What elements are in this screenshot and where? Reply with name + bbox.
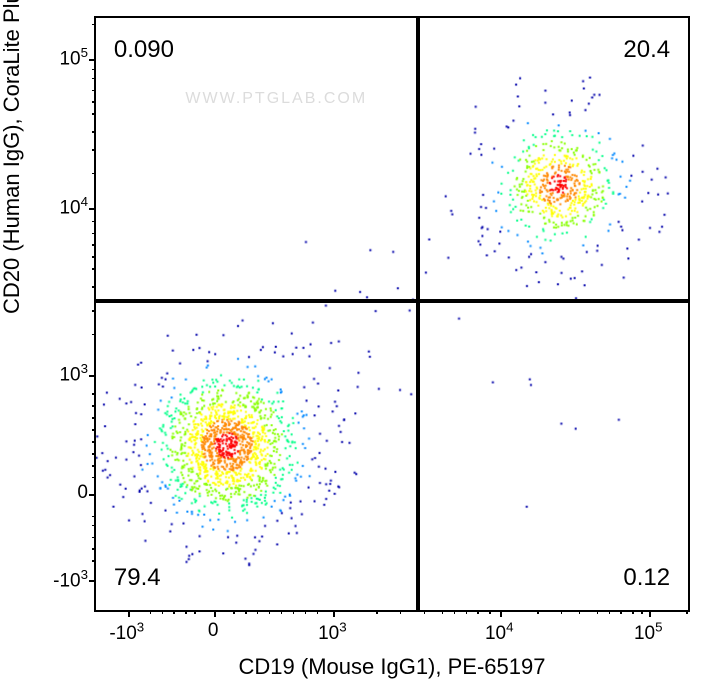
chart-plot-area: 0.090 20.4 79.4 0.12 WWW.PTGLAB.COM: [94, 16, 690, 612]
x-tick-label: -103: [109, 620, 144, 645]
x-axis-label: CD19 (Mouse IgG1), PE-65197: [239, 654, 546, 680]
x-tick-label: 0: [208, 620, 219, 642]
x-tick-label: 103: [318, 620, 347, 645]
quadrant-divider-vertical: [416, 18, 420, 610]
y-tick-label: 103: [59, 361, 88, 386]
y-tick-label: -103: [53, 567, 88, 592]
quadrant-q1-label: 0.090: [114, 36, 174, 64]
x-tick-label: 105: [634, 620, 663, 645]
y-axis-label: CD20 (Human IgG), CoraLite Plus 405: [0, 0, 25, 314]
quadrant-q2-label: 20.4: [623, 36, 670, 64]
y-tick-label: 105: [59, 45, 88, 70]
watermark-text: WWW.PTGLAB.COM: [185, 90, 367, 108]
x-tick-label: 104: [485, 620, 514, 645]
quadrant-q4-label: 0.12: [623, 564, 670, 592]
quadrant-divider-horizontal: [96, 299, 688, 303]
quadrant-q3-label: 79.4: [114, 564, 161, 592]
y-tick-label: 104: [59, 194, 88, 219]
y-tick-label: 0: [77, 482, 88, 504]
